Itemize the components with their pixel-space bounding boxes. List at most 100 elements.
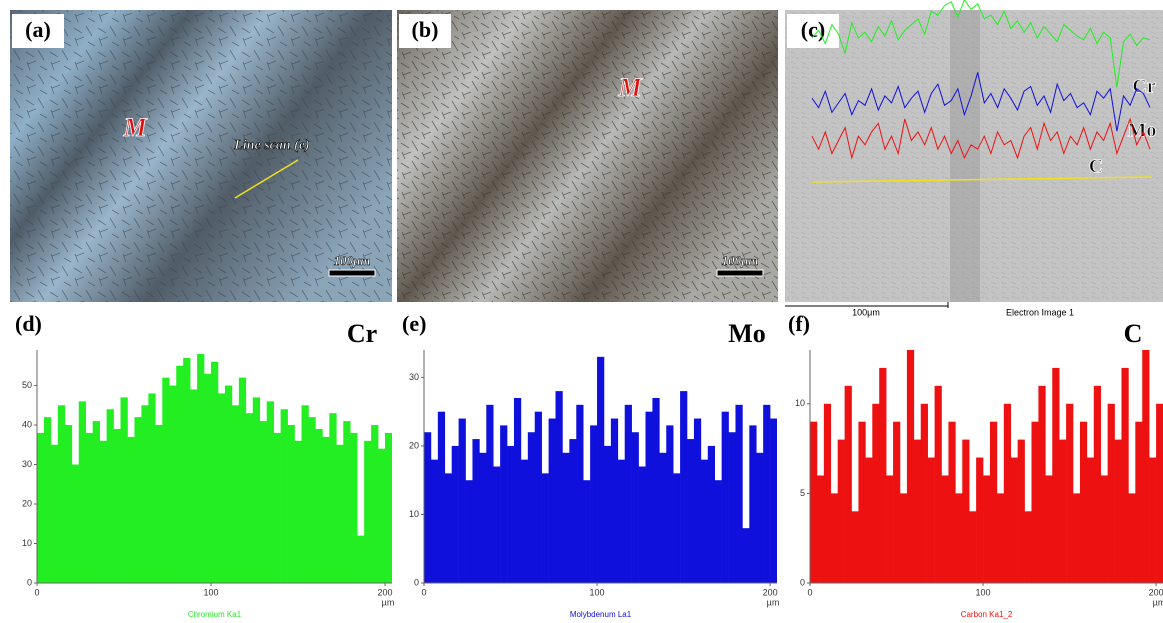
bar	[371, 425, 379, 583]
bar	[666, 425, 674, 583]
bar	[43, 417, 52, 583]
bar	[392, 437, 399, 583]
y-tick-label: 30	[409, 372, 419, 382]
bar	[1031, 421, 1039, 583]
bar	[728, 432, 736, 583]
bar	[197, 353, 205, 583]
phase-marker: M	[122, 113, 147, 142]
bar	[707, 445, 716, 583]
bar	[71, 464, 80, 583]
bar	[424, 432, 432, 583]
bar	[176, 365, 184, 583]
y-tick-label: 50	[22, 380, 32, 390]
bar	[287, 425, 295, 583]
y-tick-label: 10	[22, 538, 32, 548]
bar	[770, 418, 777, 583]
overlay-label: Mo	[1128, 120, 1157, 142]
bar	[927, 457, 935, 583]
bar	[486, 404, 494, 583]
bar	[211, 361, 219, 583]
x-unit: µm	[1153, 597, 1163, 607]
bar	[777, 460, 784, 583]
y-tick-label: 0	[27, 577, 32, 587]
bar	[308, 417, 316, 583]
bar	[652, 397, 660, 583]
bar	[1107, 403, 1115, 583]
x-unit: µm	[767, 597, 780, 607]
bar	[322, 436, 330, 583]
bar	[85, 432, 93, 583]
bar	[444, 473, 452, 583]
panel-label: (e)	[402, 311, 426, 336]
bar	[1149, 457, 1157, 583]
bar	[687, 439, 695, 583]
bar	[810, 421, 818, 583]
bar	[294, 440, 302, 583]
bar	[513, 397, 522, 583]
bar	[1093, 385, 1102, 583]
bar	[273, 432, 281, 583]
bar	[430, 459, 439, 583]
bar	[162, 377, 170, 583]
bar	[364, 440, 372, 583]
bar	[451, 445, 459, 583]
bar	[700, 459, 709, 583]
bar	[913, 439, 922, 583]
y-tick-label: 30	[22, 459, 32, 469]
y-tick-label: 20	[22, 498, 32, 508]
bar	[1128, 493, 1136, 583]
bar	[624, 404, 632, 583]
bar	[1017, 439, 1025, 583]
bar	[610, 418, 619, 583]
y-tick-label: 20	[409, 440, 419, 450]
bar	[941, 475, 949, 583]
bar	[721, 411, 729, 583]
bar	[920, 403, 928, 583]
y-tick-label: 0	[414, 577, 419, 587]
bar	[659, 452, 667, 583]
bar	[872, 403, 880, 583]
bar	[541, 473, 549, 583]
bar	[823, 403, 832, 583]
line-scan-profile	[811, 117, 1151, 160]
bar	[92, 421, 100, 583]
panel-label: (f)	[788, 311, 810, 336]
bar	[385, 432, 392, 583]
bar	[520, 459, 529, 583]
bar	[989, 421, 998, 583]
bar	[301, 405, 309, 583]
annotation: Line scan (e)	[233, 138, 309, 153]
bar	[1024, 511, 1032, 583]
x-tick-label: 100	[590, 587, 605, 597]
bar	[906, 350, 915, 583]
bar	[631, 432, 639, 583]
bar	[569, 439, 577, 583]
bar	[844, 385, 852, 583]
bar	[204, 373, 212, 583]
bar	[1073, 493, 1081, 583]
bar	[879, 367, 887, 583]
bar	[830, 493, 838, 583]
scale-label: 100μm	[334, 253, 371, 268]
bar	[183, 357, 191, 583]
bar	[1135, 421, 1143, 583]
bar	[886, 475, 894, 583]
overlay-label: C	[1089, 156, 1103, 178]
x-tick-label: 200	[378, 587, 393, 597]
bar	[948, 421, 956, 583]
line-scan-profile	[811, 72, 1151, 132]
bar	[315, 428, 323, 583]
bar	[1114, 439, 1122, 583]
bar	[693, 418, 702, 583]
image-caption: Electron Image 1	[1006, 307, 1074, 317]
bar	[336, 444, 344, 583]
panel-label: (d)	[15, 311, 42, 336]
bar	[1142, 350, 1150, 583]
x-axis-label: Carbon Ka1_2	[961, 610, 1013, 619]
bar	[37, 432, 45, 583]
bar	[50, 444, 59, 583]
bar	[562, 452, 570, 583]
bar	[231, 405, 240, 583]
bar	[141, 405, 149, 583]
